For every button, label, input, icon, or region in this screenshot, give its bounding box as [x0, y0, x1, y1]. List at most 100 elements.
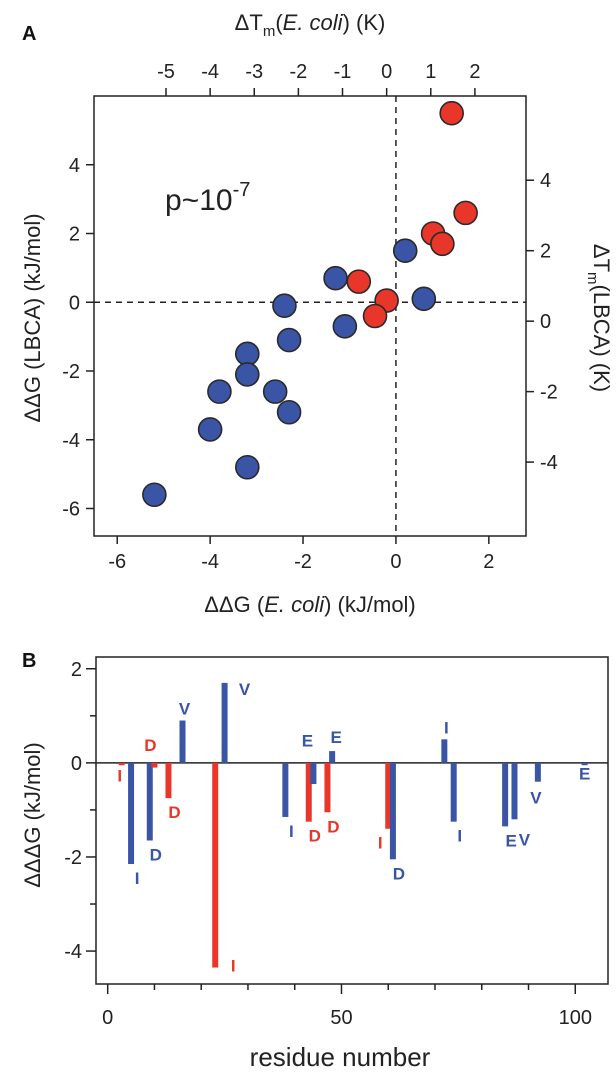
bar-residue-label: V — [179, 700, 191, 719]
right-y-tick-label: -2 — [540, 382, 558, 404]
right-y-tick-label: 4 — [540, 170, 551, 192]
left-y-tick-label: -4 — [62, 430, 80, 452]
blue-data-point — [276, 399, 302, 425]
panel-b-plot-frame — [95, 656, 609, 985]
panel-a-reference-lines — [94, 96, 526, 536]
panel-b-y-axis-label: ΔΔΔG (kJ/mol) — [20, 742, 45, 888]
bar-residue-label: D — [309, 827, 321, 846]
red-bar — [324, 762, 331, 813]
bar-residue-label: I — [378, 834, 383, 853]
blue-bar — [502, 762, 509, 827]
panel-a-left-y-axis-label: ΔΔG (LBCA) (kJ/mol) — [20, 213, 45, 422]
blue-bar — [329, 751, 336, 763]
left-y-tick-label: 4 — [69, 155, 80, 177]
blue-data-point — [411, 286, 437, 312]
panel-a-right-y-axis-label: ΔTm(LBCA) (K) — [584, 244, 614, 392]
bar-residue-label: D — [327, 817, 339, 836]
panel-b-y-axis: -4 -2 0 2 — [64, 659, 96, 963]
blue-data-point — [392, 238, 418, 263]
blue-data-point — [276, 327, 302, 353]
top-x-tick-label: -1 — [334, 61, 352, 83]
bar-residue-label: D — [144, 736, 156, 755]
y-tick-label: 2 — [71, 659, 82, 681]
x-tick-label: 100 — [559, 1007, 592, 1029]
bottom-x-tick-label: -6 — [108, 551, 126, 573]
panel-a-letter: A — [22, 23, 36, 45]
y-tick-label: -4 — [64, 941, 82, 963]
left-y-tick-label: 2 — [69, 224, 80, 246]
left-y-tick-label: 0 — [69, 292, 80, 314]
blue-data-point — [234, 454, 260, 480]
bar-residue-label: I — [135, 869, 140, 888]
left-y-tick-label: -6 — [62, 499, 80, 521]
panel-a-bottom-x-axis: -6 -4 -2 0 2 — [108, 536, 494, 573]
blue-bar — [389, 762, 396, 860]
top-x-tick-label: 0 — [381, 61, 392, 83]
bar-residue-label: I — [457, 827, 462, 846]
panel-b-letter: B — [22, 650, 36, 672]
panel-a-p-value-annotation: p~10-7 — [165, 179, 250, 217]
panel-a-bottom-x-axis-label: ΔΔG (E. coli) (kJ/mol) — [204, 592, 416, 617]
panel-b-x-axis: 0 50 100 — [102, 984, 592, 1029]
bar-residue-label: E — [330, 728, 341, 747]
panel-a-top-x-axis-label: ΔTm(E. coli) (K) — [235, 10, 386, 40]
red-data-point — [430, 231, 455, 257]
top-x-tick-label: 2 — [469, 61, 480, 83]
bar-residue-label: E — [302, 731, 313, 750]
blue-data-point — [197, 417, 223, 442]
blue-bar — [581, 762, 588, 766]
red-bar — [151, 762, 158, 768]
blue-data-point — [234, 341, 260, 367]
top-x-tick-label: -2 — [289, 61, 307, 83]
bar-residue-label: I — [231, 957, 236, 976]
x-tick-label: 0 — [102, 1007, 113, 1029]
red-bar — [385, 762, 392, 829]
blue-data-point — [234, 362, 260, 387]
y-tick-label: -2 — [64, 847, 82, 869]
red-data-point — [453, 200, 478, 226]
bottom-x-tick-label: 0 — [390, 551, 401, 573]
blue-bar — [310, 762, 317, 785]
bottom-x-tick-label: -4 — [201, 551, 219, 573]
top-x-tick-label: -3 — [245, 61, 263, 83]
bottom-x-tick-label: 2 — [483, 551, 494, 573]
blue-bar — [146, 762, 153, 841]
right-y-tick-label: 0 — [540, 311, 551, 333]
red-bar — [305, 762, 312, 822]
bar-residue-label: E — [505, 831, 516, 850]
red-data-point — [439, 100, 464, 126]
red-bar — [118, 762, 125, 766]
blue-data-point — [207, 379, 232, 404]
blue-bar — [282, 762, 289, 817]
top-x-tick-label: -4 — [201, 61, 219, 83]
blue-bar — [450, 762, 457, 822]
panel-a-left-y-axis: -6 -4 -2 0 2 4 — [62, 155, 94, 521]
bar-residue-label: E — [579, 764, 590, 783]
panel-a-top-x-axis: -5 -4 -3 -2 -1 0 1 2 — [157, 61, 480, 96]
blue-bar — [179, 720, 186, 763]
blue-bar — [511, 762, 518, 820]
right-y-tick-label: 2 — [540, 241, 551, 263]
x-tick-label: 50 — [330, 1007, 352, 1029]
blue-data-point — [323, 265, 348, 291]
blue-bar — [221, 682, 228, 763]
blue-data-point — [272, 293, 297, 318]
blue-bar — [534, 762, 541, 782]
red-data-point — [346, 269, 372, 294]
blue-data-point — [142, 482, 167, 508]
panel-a-plot-frame — [93, 95, 527, 537]
top-x-tick-label: -5 — [157, 61, 175, 83]
bar-residue-label: D — [393, 864, 405, 883]
bar-residue-label: V — [239, 680, 251, 699]
right-y-tick-label: -4 — [540, 452, 558, 474]
panel-a: A -6 -4 -2 0 2 -6 -4 -2 0 2 4 -5 -4 -3 -2 -1 0 1 2 -4 -2 0… — [20, 10, 614, 617]
panel-a-right-y-axis: -4 -2 0 2 4 — [526, 170, 558, 474]
top-x-tick-label: 1 — [425, 61, 436, 83]
panel-a-points — [142, 100, 478, 508]
blue-bar — [128, 762, 135, 865]
bar-residue-label: I — [117, 767, 122, 786]
bottom-x-tick-label: -2 — [294, 551, 312, 573]
